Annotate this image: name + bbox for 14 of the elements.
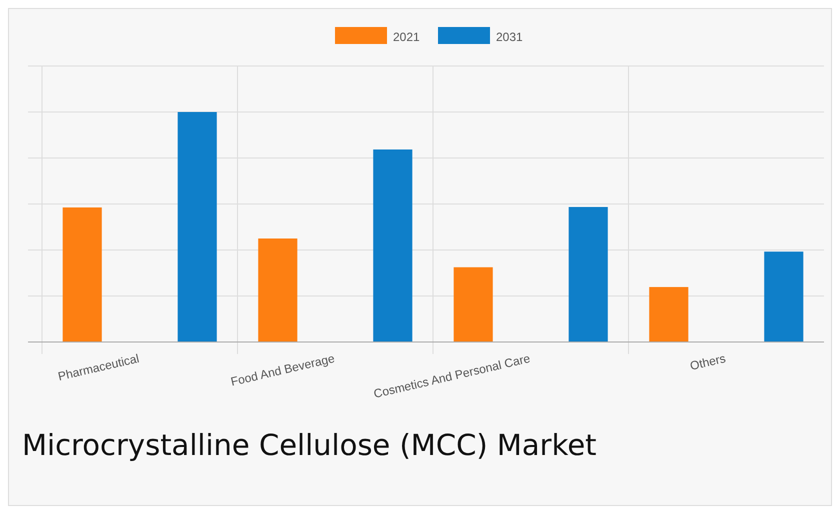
bar [178,112,217,342]
bar [454,267,493,342]
bar [258,238,298,342]
legend-label: 2021 [393,30,420,44]
bar [649,287,688,342]
bar [764,252,804,342]
legend-label: 2031 [496,30,524,44]
bar [568,206,608,342]
x-tick-label: Food And Beverage [229,351,336,389]
bar [373,149,412,342]
x-tick-label: Cosmetics And Personal Care [372,351,532,401]
text: Microcrystalline Cellulose (MCC) Market [22,428,597,462]
x-tick-label: Others [688,351,727,374]
bar [62,207,102,342]
